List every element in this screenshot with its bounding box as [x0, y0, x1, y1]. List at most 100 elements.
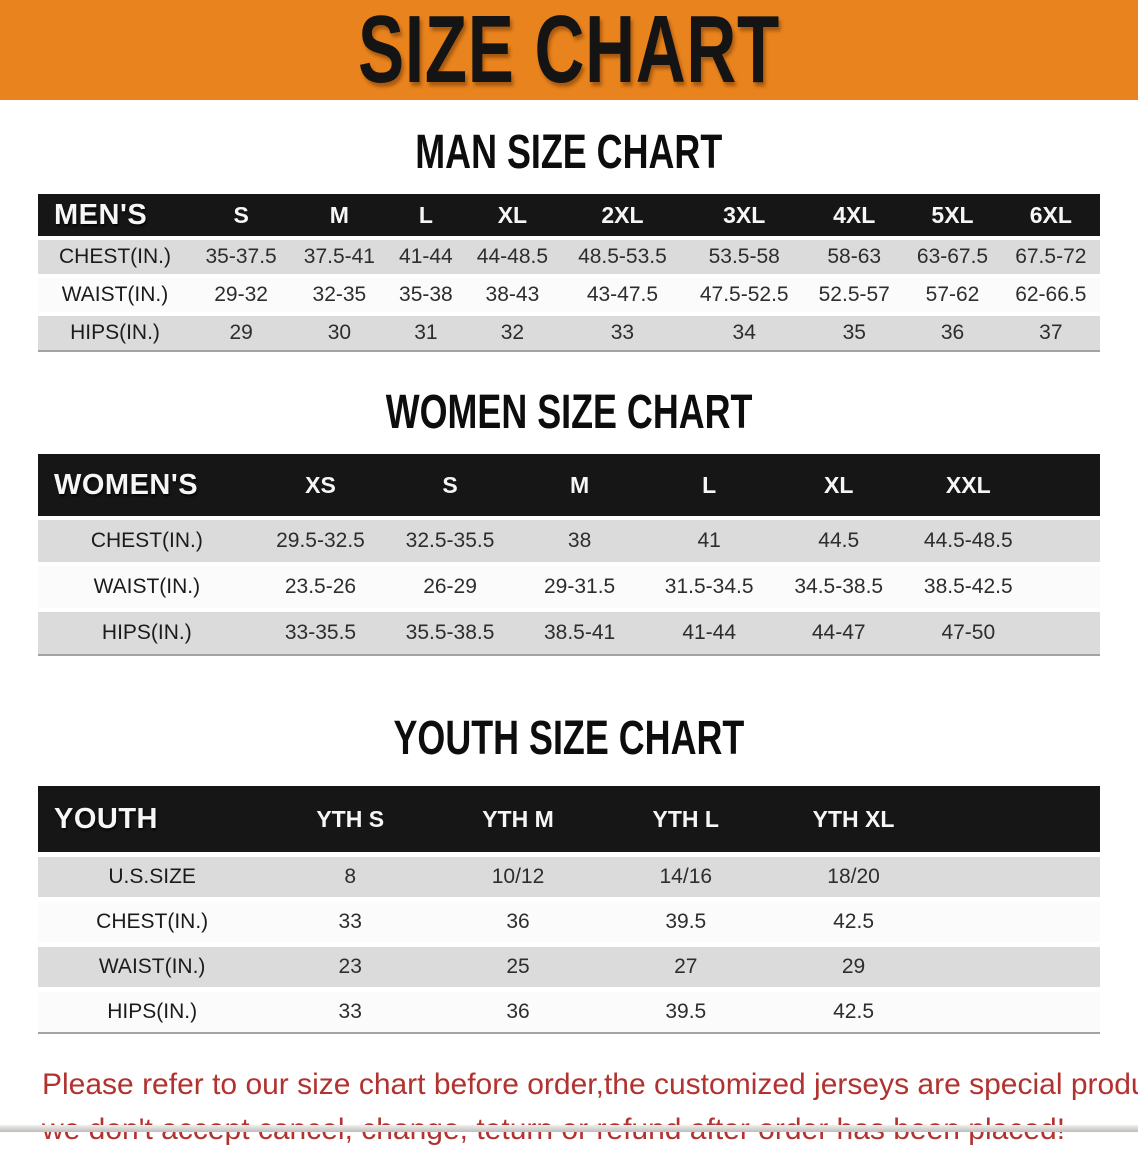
size-cell: 32: [463, 312, 562, 350]
size-cell: 41-44: [644, 608, 774, 654]
size-cell: 44-48.5: [463, 236, 562, 274]
column-header: 5XL: [931, 201, 974, 228]
size-cell: 29: [191, 312, 291, 350]
filler-cell: [937, 786, 1100, 852]
column-header: XL: [497, 201, 528, 228]
size-cell: 41-44: [388, 236, 464, 274]
size-cell: 29-31.5: [514, 562, 645, 608]
size-cell: 44-47: [773, 608, 904, 654]
size-cell: 43-47.5: [561, 274, 684, 312]
column-header: XXL: [945, 471, 991, 498]
column-header: XL: [824, 471, 854, 498]
table-row: U.S.SIZE 8 10/12 14/16 18/20: [38, 852, 1100, 897]
size-cell: 39.5: [601, 987, 770, 1032]
row-label: WAIST(IN.): [38, 562, 256, 608]
size-cell: 33-35.5: [255, 608, 386, 654]
filler-cell: [937, 942, 1100, 987]
footer-note: Please refer to our size chart before or…: [42, 1062, 1138, 1152]
table-row: CHEST(IN.) 29.5-32.5 32.5-35.5 38 41 44.5 44.5…: [38, 516, 1100, 562]
column-header: 3XL: [723, 201, 766, 228]
row-label: CHEST(IN.): [38, 516, 256, 562]
size-cell: 33: [266, 987, 435, 1032]
size-cell: 48.5-53.5: [561, 236, 684, 274]
size-cell: 58-63: [805, 236, 904, 274]
column-header: 6XL: [1029, 201, 1072, 228]
size-cell: 44.5-48.5: [903, 516, 1034, 562]
youth-size-table: YOUTH YTH S YTH M YTH L YTH XL U.S.SIZE 8 10/12…: [38, 786, 1100, 1034]
section-heading: WOMEN SIZE CHART: [385, 383, 753, 439]
column-header: YTH S: [316, 805, 385, 832]
table-corner-label: WOMEN'S: [54, 468, 199, 501]
size-cell: 38.5-41: [514, 608, 645, 654]
size-cell: 18/20: [769, 852, 938, 897]
size-cell: 26-29: [385, 562, 515, 608]
size-cell: 29: [769, 942, 938, 987]
column-header: L: [418, 201, 433, 228]
row-label: HIPS(IN.): [38, 987, 267, 1032]
size-cell: 44.5: [773, 516, 904, 562]
size-cell: 38: [514, 516, 645, 562]
column-header: M: [329, 201, 349, 228]
table-corner-label: YOUTH: [54, 802, 158, 835]
size-cell: 38-43: [463, 274, 562, 312]
bottom-edge: [0, 1125, 1138, 1132]
size-cell: 35-37.5: [191, 236, 291, 274]
size-cell: 53.5-58: [683, 236, 806, 274]
banner: SIZE CHART: [0, 0, 1138, 100]
column-header: S: [233, 201, 249, 228]
size-cell: 10/12: [434, 852, 602, 897]
youth-section-heading-row: YOUTH SIZE CHART: [0, 709, 1138, 765]
size-cell: 31.5-34.5: [644, 562, 774, 608]
section-heading: YOUTH SIZE CHART: [393, 709, 745, 765]
size-cell: 52.5-57: [805, 274, 904, 312]
size-cell: 62-66.5: [1001, 274, 1100, 312]
filler-cell: [937, 987, 1100, 1032]
women-size-table: WOMEN'S XS S M L XL XXL CHEST(IN.) 29.5-32.5 32.5…: [38, 454, 1100, 656]
column-header: M: [570, 471, 590, 498]
size-cell: 38.5-42.5: [903, 562, 1034, 608]
size-cell: 14/16: [601, 852, 770, 897]
table-row: WAIST(IN.) 23.5-26 26-29 29-31.5 31.5-34.5 34…: [38, 562, 1100, 608]
filler-cell: [937, 897, 1100, 942]
men-size-table: MEN'S S M L XL 2XL 3XL 4XL 5XL 6XL CHEST(IN.) 35-37…: [38, 194, 1100, 352]
table-row: CHEST(IN.) 33 36 39.5 42.5: [38, 897, 1100, 942]
size-cell: 39.5: [601, 897, 770, 942]
table-row: HIPS(IN.) 33-35.5 35.5-38.5 38.5-41 41-44 44-…: [38, 608, 1100, 654]
column-header: YTH M: [482, 805, 554, 832]
size-cell: 32.5-35.5: [385, 516, 515, 562]
column-header: 4XL: [833, 201, 876, 228]
size-cell: 47-50: [903, 608, 1034, 654]
size-cell: 37.5-41: [290, 236, 389, 274]
row-label: WAIST(IN.): [38, 274, 192, 312]
column-header: YTH L: [652, 805, 719, 832]
size-cell: 36: [434, 987, 602, 1032]
table-row: CHEST(IN.) 35-37.5 37.5-41 41-44 44-48.5 48.5…: [38, 236, 1100, 274]
row-label: HIPS(IN.): [38, 312, 192, 350]
size-cell: 67.5-72: [1001, 236, 1100, 274]
size-cell: 37: [1001, 312, 1100, 350]
size-cell: 35.5-38.5: [385, 608, 515, 654]
size-cell: 57-62: [903, 274, 1002, 312]
row-label: HIPS(IN.): [38, 608, 256, 654]
section-youth: YOUTH SIZE CHART YOUTH YTH S YTH M YTH L YTH…: [0, 709, 1138, 1034]
table-row: HIPS(IN.) 29 30 31 32 33 34 35 36 37: [38, 312, 1100, 350]
section-men: MAN SIZE CHART MEN'S S M L XL 2XL 3XL 4XL 5XL 6XL…: [0, 127, 1138, 352]
filler-cell: [937, 852, 1100, 897]
section-women: WOMEN SIZE CHART WOMEN'S XS S M L XL XXL CHEST(…: [0, 383, 1138, 656]
size-cell: 33: [266, 897, 435, 942]
size-cell: 23: [266, 942, 435, 987]
size-cell: 42.5: [769, 987, 938, 1032]
size-cell: 34.5-38.5: [773, 562, 904, 608]
column-header: 2XL: [601, 201, 644, 228]
filler-cell: [1033, 516, 1100, 562]
size-cell: 23.5-26: [255, 562, 386, 608]
size-cell: 35: [805, 312, 904, 350]
table-corner-label: MEN'S: [54, 198, 148, 231]
size-cell: 32-35: [290, 274, 389, 312]
men-section-heading-row: MAN SIZE CHART: [0, 127, 1138, 175]
size-cell: 29.5-32.5: [255, 516, 386, 562]
size-cell: 31: [388, 312, 464, 350]
size-cell: 25: [434, 942, 602, 987]
size-cell: 36: [903, 312, 1002, 350]
column-header: YTH XL: [812, 805, 895, 832]
